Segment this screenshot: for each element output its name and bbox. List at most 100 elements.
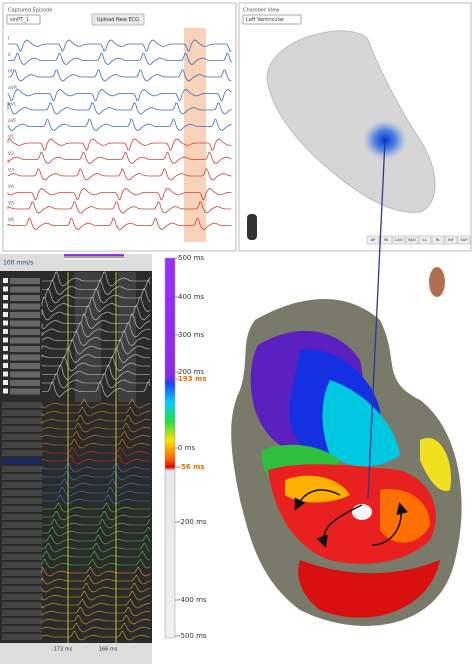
scale-label: -400 ms bbox=[178, 596, 207, 604]
intracardiac-trace bbox=[41, 415, 151, 425]
view-button-label[interactable]: LAO bbox=[395, 238, 402, 242]
intracardiac-trace bbox=[42, 494, 150, 505]
channel-checkbox[interactable] bbox=[3, 337, 8, 343]
channel-tag bbox=[2, 562, 42, 568]
surface-trace bbox=[42, 271, 151, 287]
channel-checkbox[interactable] bbox=[3, 380, 8, 385]
channel-tag bbox=[10, 337, 40, 344]
ecg-trace bbox=[7, 217, 232, 230]
channel-checkbox[interactable] bbox=[3, 363, 8, 368]
dropdown[interactable] bbox=[6, 14, 41, 25]
view-buttons: AP PA LAO RAO LL RL INF SUP bbox=[366, 235, 471, 245]
intracardiac-trace bbox=[41, 559, 151, 569]
channel-tag bbox=[2, 522, 42, 528]
channel-tag bbox=[2, 570, 42, 576]
channel-tag bbox=[2, 610, 42, 616]
channel-tag bbox=[10, 303, 40, 310]
channel-checkbox[interactable] bbox=[3, 295, 8, 300]
channel-tag bbox=[2, 458, 42, 464]
view-button[interactable] bbox=[366, 235, 380, 245]
surface-trace bbox=[41, 348, 150, 363]
channel-checkbox[interactable] bbox=[3, 354, 8, 360]
channel-tag bbox=[10, 278, 40, 284]
heart-mesh bbox=[266, 30, 436, 213]
channel-checkbox[interactable] bbox=[3, 278, 8, 283]
channel-tag bbox=[2, 594, 42, 600]
intracardiac-trace bbox=[41, 430, 151, 441]
channel-checkbox[interactable] bbox=[3, 312, 8, 317]
lead-label: V4 bbox=[8, 184, 14, 190]
channel-tag bbox=[2, 474, 42, 480]
scale-label: 0 ms bbox=[178, 444, 195, 452]
ecg-trace bbox=[7, 138, 232, 151]
view-button[interactable] bbox=[431, 235, 445, 245]
activation-map bbox=[231, 299, 462, 626]
ecg-trace bbox=[8, 39, 232, 52]
channel-checkbox[interactable] bbox=[3, 346, 8, 351]
channel-tag bbox=[2, 506, 42, 512]
intracardiac-trace bbox=[41, 631, 151, 641]
intracardiac-trace bbox=[41, 583, 151, 593]
surface-trace bbox=[42, 364, 150, 380]
channel-tag bbox=[2, 482, 42, 488]
view-button[interactable] bbox=[418, 235, 432, 245]
upload-button[interactable] bbox=[91, 13, 145, 26]
lead-label: III bbox=[8, 69, 12, 75]
view-button-label[interactable]: AP bbox=[371, 238, 376, 242]
channel-tag bbox=[2, 442, 42, 448]
intracardiac-traces bbox=[2, 271, 151, 641]
surface-trace bbox=[41, 322, 151, 338]
channel-checkbox[interactable] bbox=[3, 371, 8, 377]
view-button-label[interactable]: LL bbox=[423, 238, 427, 242]
ecg-trace bbox=[8, 52, 232, 65]
view-button[interactable] bbox=[405, 235, 419, 245]
view-button-label[interactable]: SUP bbox=[460, 238, 468, 242]
view-button-label[interactable]: PA bbox=[384, 238, 389, 242]
intracardiac-trace bbox=[41, 542, 151, 553]
panel-title: Chamber View bbox=[243, 8, 279, 14]
view-button-label[interactable]: RAO bbox=[408, 238, 416, 242]
link-line bbox=[367, 139, 386, 499]
channel-tag bbox=[2, 450, 42, 456]
view-button-label[interactable]: RL bbox=[436, 238, 441, 242]
channel-checkbox[interactable] bbox=[3, 329, 8, 334]
ecg-trace bbox=[7, 118, 232, 131]
view-button[interactable] bbox=[444, 235, 458, 245]
channel-checkbox[interactable] bbox=[3, 320, 8, 326]
scale-label: 200 ms bbox=[178, 368, 204, 376]
intracardiac-trace bbox=[41, 478, 150, 489]
button-label[interactable]: Upload New ECG bbox=[97, 17, 139, 23]
channel-tag bbox=[10, 380, 40, 386]
intracardiac-trace bbox=[41, 566, 151, 577]
surface-trace bbox=[42, 373, 151, 389]
dropdown-value[interactable]: sinPT_1 bbox=[10, 17, 29, 23]
channel-tag bbox=[10, 371, 40, 378]
scale-label: 193 ms bbox=[178, 375, 207, 383]
intracardiac-trace bbox=[41, 422, 151, 433]
intracardiac-trace bbox=[41, 398, 151, 409]
intracardiac-trace bbox=[41, 406, 151, 417]
channel-checkbox[interactable] bbox=[3, 303, 8, 309]
intracardiac-trace bbox=[41, 446, 151, 457]
view-button-label[interactable]: INF bbox=[448, 238, 454, 242]
surface-trace bbox=[41, 287, 151, 304]
lead-label: V5 bbox=[8, 201, 14, 207]
channel-checkbox[interactable] bbox=[3, 286, 8, 292]
view-button[interactable] bbox=[457, 235, 471, 245]
intracardiac-trace bbox=[42, 526, 151, 537]
channel-tag bbox=[10, 286, 40, 293]
intracardiac-trace bbox=[41, 598, 151, 609]
dropdown[interactable] bbox=[242, 14, 302, 25]
view-button[interactable] bbox=[392, 235, 406, 245]
intracardiac-trace bbox=[41, 622, 151, 633]
channel-tag bbox=[2, 618, 42, 624]
dropdown-value[interactable]: Left Ventricular bbox=[246, 17, 285, 23]
channel-tag bbox=[10, 346, 40, 352]
channel-checkbox[interactable] bbox=[3, 388, 8, 394]
intracardiac-trace bbox=[42, 518, 151, 529]
lead-label: I bbox=[8, 36, 9, 42]
lead-label: aVF bbox=[8, 118, 17, 124]
channel-tag bbox=[2, 634, 42, 640]
